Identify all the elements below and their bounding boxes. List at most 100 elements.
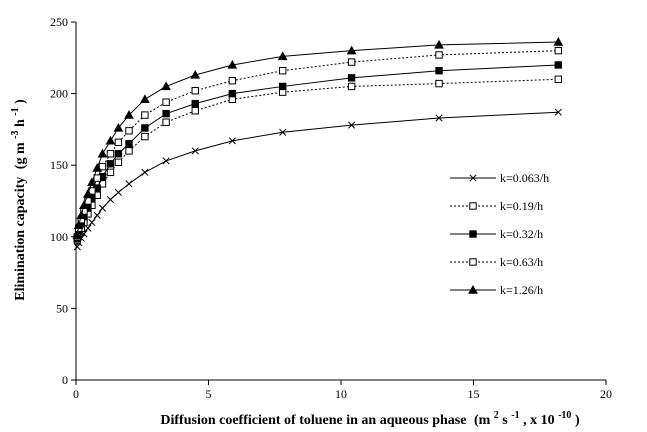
y-axis-title-unit-sup2: -1 — [10, 107, 21, 115]
data-point — [347, 74, 356, 82]
x-axis-title: Diffusion coefficient of toluene in an a… — [160, 407, 580, 428]
data-point — [228, 77, 237, 85]
data-point — [347, 58, 356, 66]
y-axis-title-main: Elimination capacity — [13, 177, 28, 301]
data-point — [161, 81, 171, 91]
legend-label: k=0.32/h — [500, 227, 543, 241]
data-point — [191, 87, 199, 95]
x-axis-title-unit-sup3: -10 — [558, 410, 571, 421]
legend-item: k=0.063/h — [450, 171, 549, 185]
data-point — [114, 150, 123, 158]
data-point — [93, 211, 101, 219]
data-point — [554, 61, 562, 69]
data-point — [435, 79, 443, 88]
legend-label: k=0.19/h — [500, 199, 543, 213]
data-point — [106, 160, 115, 168]
y-ticks: 0 50 100 150 200 250 — [50, 15, 76, 387]
series-line — [76, 50, 559, 237]
data-point — [191, 99, 199, 108]
series-line — [76, 78, 559, 240]
x-axis-title-unit-sup1: 2 — [494, 410, 499, 421]
data-point — [125, 140, 133, 148]
data-point — [114, 138, 123, 146]
data-point — [113, 122, 124, 132]
x-tick-label: 5 — [206, 387, 212, 401]
data-point — [125, 127, 133, 135]
series-line — [76, 64, 559, 239]
legend-label: k=1.26/h — [500, 283, 543, 297]
y-axis-title-unit-pre: (g m — [13, 142, 28, 169]
series-1 — [73, 108, 562, 251]
data-point — [106, 150, 115, 158]
data-point — [114, 158, 123, 167]
legend-label: k=0.063/h — [500, 171, 549, 185]
data-point — [279, 82, 287, 91]
data-point — [228, 137, 236, 145]
y-tick-label: 50 — [56, 301, 68, 315]
legend-item: k=0.63/h — [450, 255, 543, 269]
data-point — [348, 121, 356, 129]
y-tick-label: 150 — [50, 158, 68, 172]
data-point — [72, 230, 83, 240]
x-tick-label: 10 — [335, 387, 347, 401]
y-tick-label: 100 — [50, 230, 68, 244]
x-axis-title-unit-end: ) — [575, 413, 580, 428]
data-point — [106, 168, 115, 177]
data-point — [277, 51, 288, 61]
x-axis-title-main: Diffusion coefficient of toluene in an a… — [160, 413, 466, 428]
data-point — [124, 110, 134, 119]
data-point — [125, 180, 133, 188]
legend-item: k=0.19/h — [450, 199, 543, 213]
x-axis-title-unit-sup2: -1 — [511, 410, 519, 421]
y-tick-label: 0 — [62, 373, 68, 387]
data-point — [73, 220, 84, 230]
data-point — [190, 69, 201, 79]
y-axis-title: Elimination capacity (g m -3 h -1 ) — [7, 99, 28, 301]
series-5 — [72, 37, 564, 240]
data-point — [435, 114, 443, 122]
data-point — [76, 210, 87, 220]
x-ticks: 0 5 10 15 20 — [73, 380, 612, 401]
y-axis-title-unit-mid: h — [13, 119, 28, 127]
x-tick-label: 20 — [600, 387, 612, 401]
legend-marker — [469, 230, 477, 238]
data-point — [125, 147, 133, 155]
data-point — [97, 148, 108, 158]
data-point — [279, 66, 287, 75]
data-point — [98, 162, 107, 171]
data-point — [98, 204, 107, 212]
x-tick-label: 0 — [73, 387, 79, 401]
data-point — [141, 132, 149, 141]
data-point — [140, 94, 150, 104]
data-point — [92, 163, 103, 172]
data-point — [191, 107, 199, 115]
legend-marker — [468, 284, 478, 294]
series-layer — [72, 37, 564, 251]
data-point — [87, 177, 97, 187]
data-point — [434, 39, 444, 49]
data-point — [79, 200, 89, 209]
data-point — [553, 37, 564, 46]
data-point — [554, 108, 562, 116]
y-tick-label: 250 — [50, 15, 68, 29]
data-point — [347, 82, 356, 91]
data-point — [93, 174, 101, 182]
data-point — [105, 135, 116, 145]
data-point — [73, 243, 81, 251]
legend: k=0.063/h k=0.19/h k=0.32/h k=0.63/h k=1.26/… — [450, 171, 549, 297]
data-point — [83, 188, 93, 198]
y-tick-label: 200 — [50, 87, 68, 101]
data-point — [141, 124, 149, 132]
legend-marker — [469, 202, 477, 210]
x-tick-label: 15 — [468, 387, 480, 401]
data-point — [162, 109, 170, 118]
data-point — [554, 75, 562, 83]
legend-marker — [469, 174, 477, 182]
y-axis-title-unit-end: ) — [13, 99, 28, 104]
data-point — [84, 197, 92, 205]
data-point — [141, 168, 149, 176]
series-line — [76, 111, 559, 247]
data-point — [162, 157, 170, 165]
data-point — [554, 46, 562, 55]
